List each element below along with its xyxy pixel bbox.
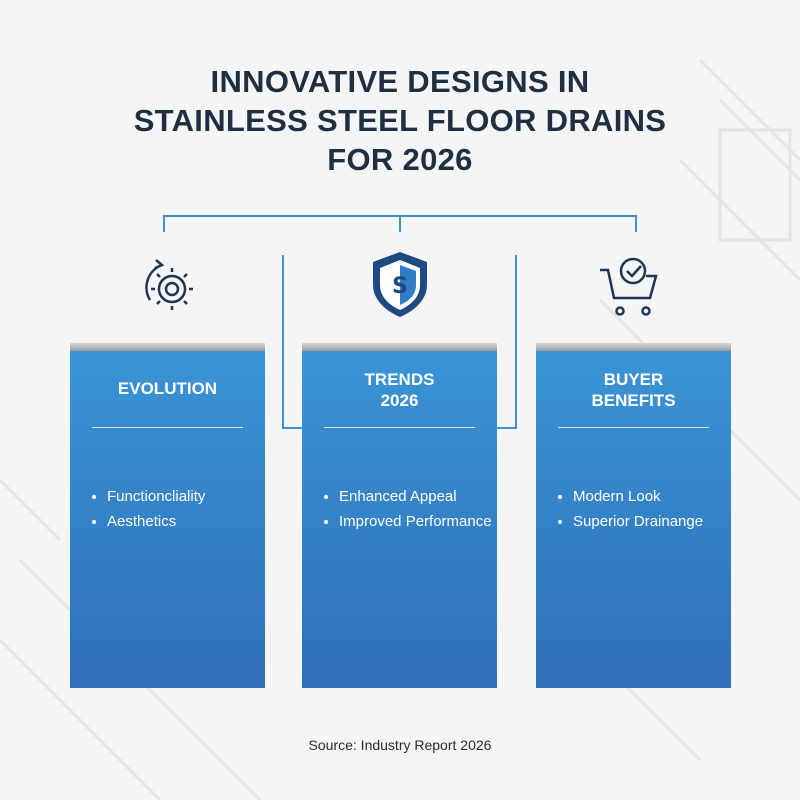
column-card: BUYER BENEFITS Modern LookSuperior Drainan…: [536, 343, 731, 688]
title-line: INNOVATIVE DESIGNS IN: [210, 64, 590, 99]
bullet-list: Enhanced AppealImproved Performance: [324, 484, 492, 534]
title: INNOVATIVE DESIGNS IN STAINLESS STEEL FL…: [0, 62, 800, 179]
heading-line: EVOLUTION: [117, 379, 218, 398]
shield-icon: S: [373, 252, 427, 317]
bullet-item: Improved Performance: [339, 509, 492, 534]
card-cap: [70, 343, 265, 351]
bullet-item: Aesthetics: [107, 509, 205, 534]
divider: [324, 427, 475, 428]
bullet-list: FunctionclialityAesthetics: [92, 484, 205, 534]
title-line: STAINLESS STEEL FLOOR DRAINS: [133, 103, 667, 138]
divider: [558, 427, 709, 428]
heading-line: TRENDS: [364, 370, 435, 389]
card-cap: [302, 343, 497, 351]
bullet-list: Modern LookSuperior Drainange: [558, 484, 703, 534]
title-line: FOR 2026: [327, 142, 473, 177]
card-cap: [536, 343, 731, 351]
heading-line: BUYER: [603, 370, 664, 389]
heading-line: 2026: [380, 391, 419, 410]
column-card: TRENDS 2026 Enhanced AppealImproved Perfor…: [302, 343, 497, 688]
heading-line: BENEFITS: [591, 391, 676, 410]
divider: [92, 427, 243, 428]
source: Source: Industry Report 2026: [308, 737, 492, 753]
column-heading: BUYER BENEFITS: [536, 369, 731, 411]
svg-text:S: S: [392, 274, 408, 299]
bullet-item: Functioncliality: [107, 484, 205, 509]
column-card: EVOLUTION FunctionclialityAesthetics: [70, 343, 265, 688]
bullet-item: Superior Drainange: [573, 509, 703, 534]
bullet-item: Enhanced Appeal: [339, 484, 492, 509]
column-heading: TRENDS 2026: [302, 369, 497, 411]
cart-icon: [600, 257, 658, 316]
column-heading: EVOLUTION: [70, 378, 265, 399]
gear-icon: [145, 259, 193, 310]
bullet-item: Modern Look: [573, 484, 703, 509]
